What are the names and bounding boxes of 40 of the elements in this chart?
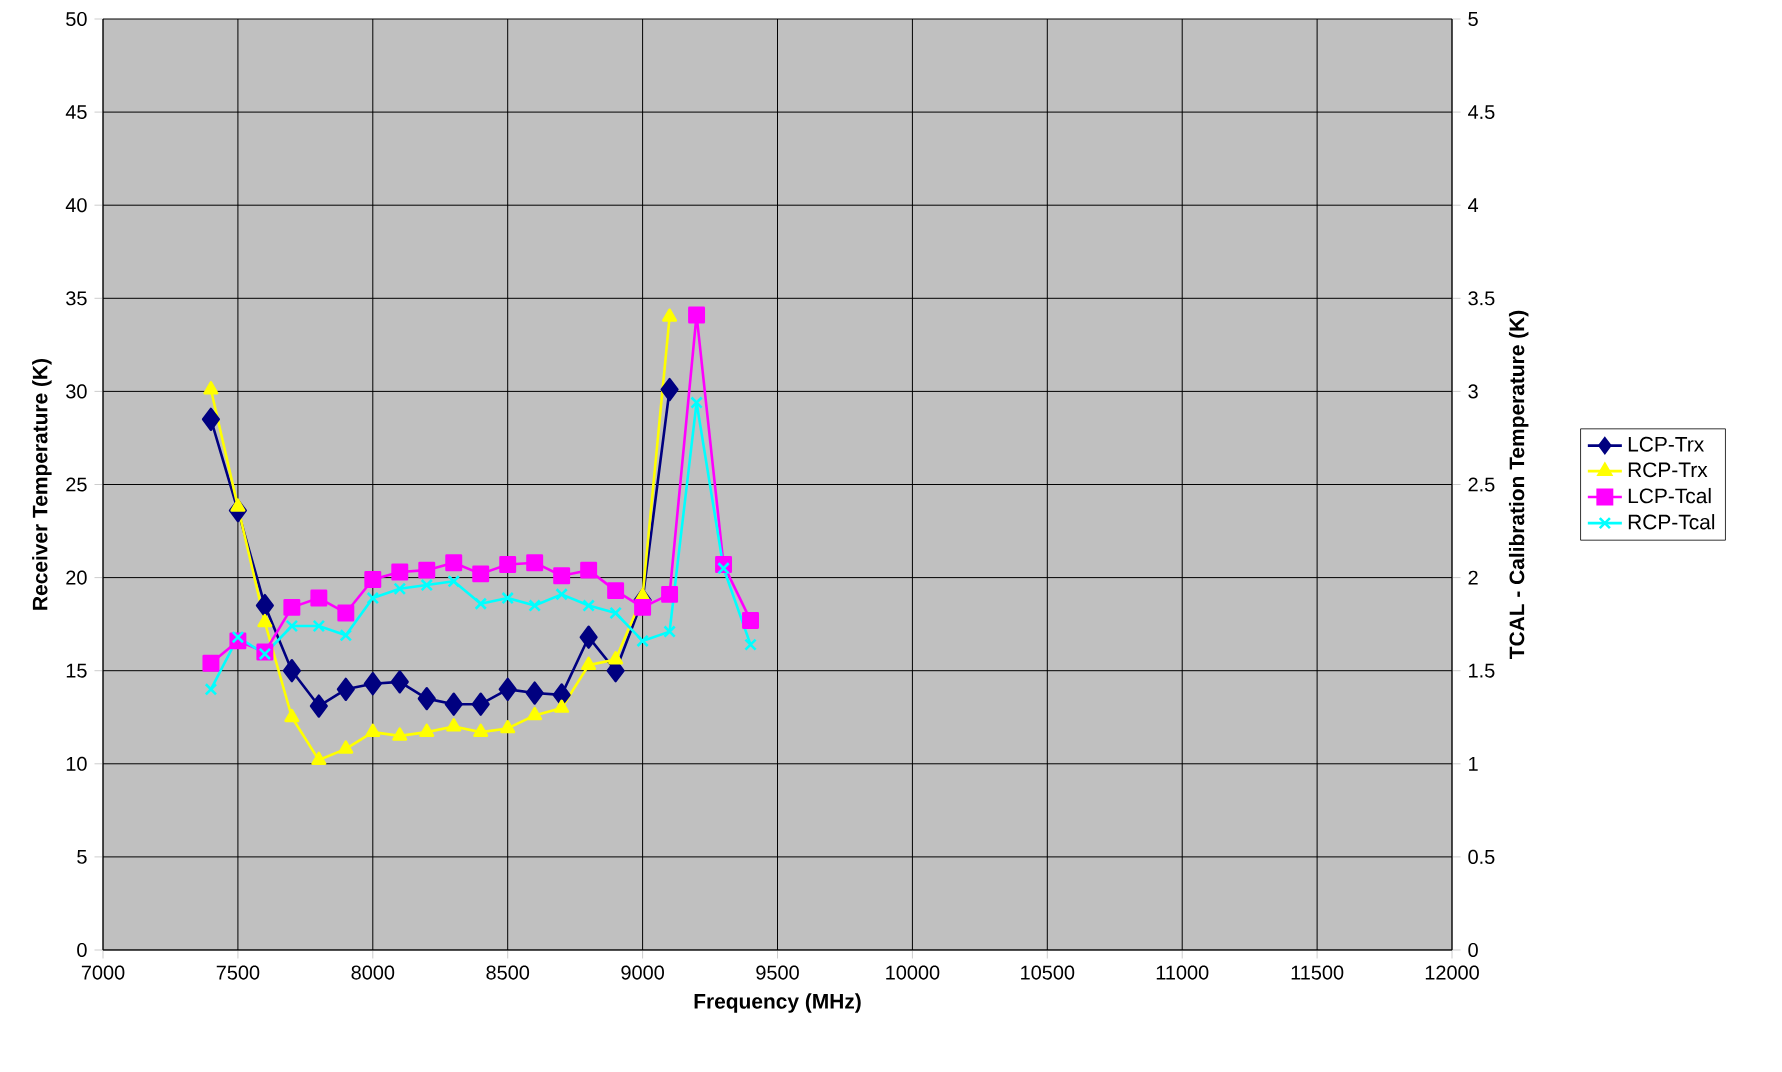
y2-tick-label: 0.5: [1468, 849, 1495, 864]
x-tick-label: 11500: [1291, 965, 1344, 980]
y-tick-label: 15: [66, 663, 87, 678]
legend-label: LCP-Trx: [1628, 436, 1704, 452]
x-tick-label: 7000: [81, 965, 125, 980]
x-tick-label: 11000: [1156, 965, 1209, 980]
y-tick-label: 45: [65, 105, 87, 120]
y2-tick-label: 3.5: [1468, 291, 1495, 306]
y2-tick-label: 4: [1468, 198, 1479, 213]
legend-label: LCP-Tcal: [1628, 487, 1711, 504]
x-tick-label: 10500: [1021, 965, 1075, 980]
y2-tick-label: 1: [1469, 756, 1478, 771]
y-tick-label: 40: [65, 198, 87, 213]
y-tick-label: 50: [66, 11, 87, 27]
y2-tick-label: 2: [1468, 570, 1478, 585]
y-tick-label: 30: [66, 384, 87, 399]
legend-label: RCP-Trx: [1628, 462, 1708, 478]
y-tick-label: 25: [66, 477, 87, 492]
y-tick-label: 20: [66, 570, 87, 585]
y-tick-label: 35: [66, 291, 87, 306]
y2-tick-label: 2.5: [1468, 477, 1495, 492]
y2-axis-title: TCAL - Calibration Temperature (K): [1508, 310, 1529, 659]
x-tick-label: 8500: [486, 965, 530, 980]
x-axis-title: Frequency (MHz): [694, 993, 861, 1013]
x-tick-label: 8000: [351, 965, 395, 980]
y-tick-label: 5: [77, 849, 87, 864]
y2-tick-label: 5: [1468, 12, 1478, 26]
x-tick-label: 9000: [621, 965, 664, 980]
y-axis-title: Receiver Temperature (K): [32, 359, 52, 610]
y-tick-label: 0: [77, 942, 87, 958]
y2-tick-label: 3: [1468, 384, 1478, 399]
x-tick-label: 7500: [216, 965, 260, 980]
y2-tick-label: 1.5: [1469, 663, 1495, 678]
y-tick-label: 10: [66, 756, 87, 771]
x-tick-label: 9500: [756, 965, 799, 980]
legend-label: RCP-Tcal: [1628, 514, 1715, 530]
y2-tick-label: 4.5: [1468, 105, 1495, 120]
x-tick-label: 10000: [886, 965, 940, 980]
x-tick-label: 12000: [1425, 965, 1479, 980]
y2-tick-label: 0: [1468, 942, 1478, 958]
